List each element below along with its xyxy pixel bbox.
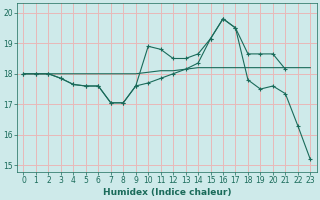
X-axis label: Humidex (Indice chaleur): Humidex (Indice chaleur)	[103, 188, 231, 197]
